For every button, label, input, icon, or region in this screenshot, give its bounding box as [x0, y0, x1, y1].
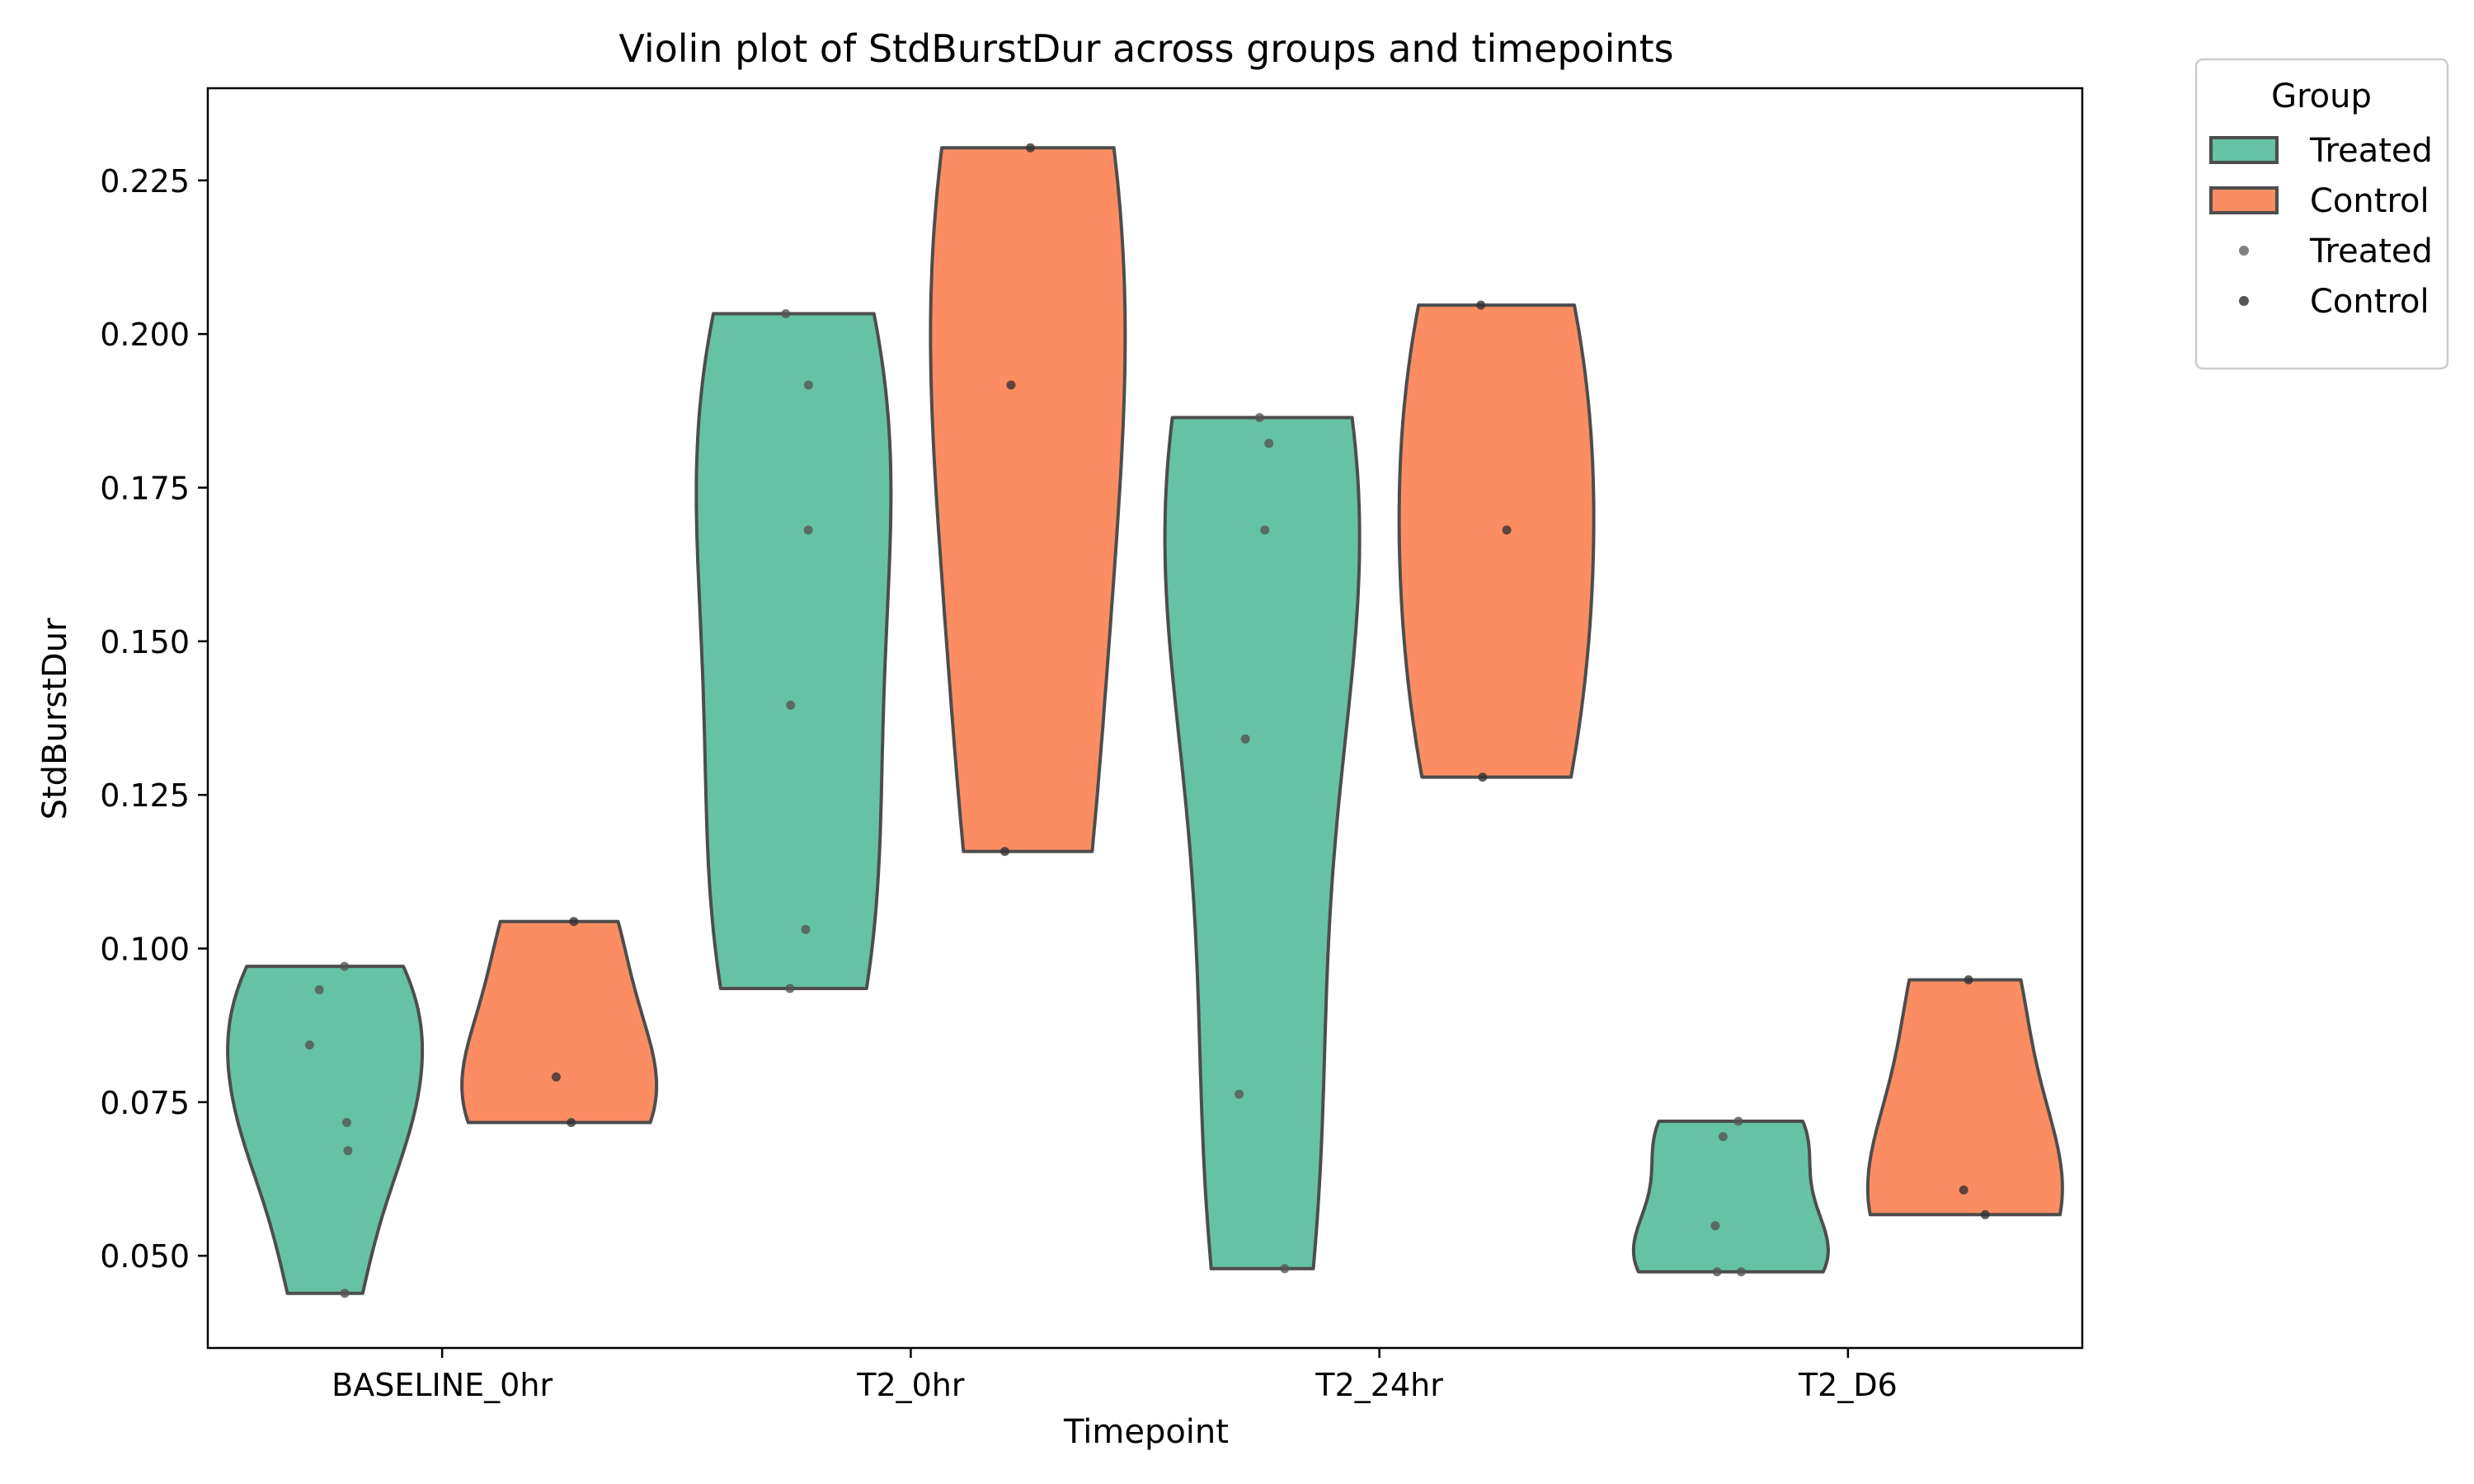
data-point [801, 924, 811, 934]
legend-label: Treated [2309, 232, 2433, 270]
data-point [1235, 1089, 1244, 1099]
data-point [304, 1040, 314, 1050]
data-point [551, 1072, 561, 1082]
x-tick-label: BASELINE_0hr [332, 1367, 553, 1403]
data-point [1254, 413, 1264, 422]
data-point [567, 1118, 576, 1127]
data-point [786, 700, 796, 710]
data-point [340, 961, 350, 971]
violin-body [226, 965, 425, 1295]
data-point [1006, 380, 1016, 390]
data-point [1964, 975, 1973, 984]
violin-body [1397, 303, 1596, 779]
data-point [1280, 1264, 1290, 1274]
data-point [1264, 439, 1274, 448]
data-point [803, 525, 813, 535]
violin-body [929, 146, 1127, 853]
data-point [1260, 525, 1270, 535]
violin-body [1163, 416, 1362, 1270]
legend-title: Group [2271, 77, 2372, 115]
x-axis-label: Timepoint [1063, 1413, 1229, 1451]
y-tick-label: 0.050 [100, 1238, 190, 1275]
x-tick-label: T2_D6 [1798, 1367, 1898, 1403]
data-point [785, 984, 795, 993]
legend-label: Control [2310, 283, 2429, 321]
y-tick-label: 0.150 [100, 624, 190, 660]
y-tick-label: 0.075 [100, 1085, 190, 1121]
data-point [1502, 525, 1512, 535]
data-point [1240, 734, 1250, 744]
data-point [340, 1289, 350, 1298]
y-tick-label: 0.200 [100, 317, 190, 353]
violin-body [460, 919, 659, 1125]
data-point [569, 917, 579, 927]
violin-body [1865, 978, 2064, 1217]
data-point [803, 380, 813, 390]
y-tick-label: 0.175 [100, 470, 190, 506]
plot-area: 0.050 0.075 0.100 0.125 0.150 0.175 0.200 0.225… [100, 87, 2084, 1403]
data-point [1736, 1267, 1746, 1277]
data-point [1712, 1267, 1722, 1277]
legend-marker [2239, 246, 2249, 256]
y-axis-label: StdBurstDur [36, 618, 74, 819]
data-point [1959, 1185, 1968, 1195]
data-point [999, 847, 1009, 857]
data-point [314, 985, 324, 994]
data-point [342, 1118, 351, 1127]
data-point [343, 1146, 353, 1156]
data-point [1980, 1209, 1990, 1219]
data-point [1718, 1132, 1728, 1142]
legend-label: Treated [2309, 132, 2433, 170]
x-tick-label: T2_0hr [856, 1367, 965, 1403]
data-point [781, 309, 791, 318]
y-tick-label: 0.225 [100, 163, 190, 200]
data-point [1026, 143, 1035, 153]
y-tick-label: 0.100 [100, 932, 190, 968]
x-tick-label: T2_24hr [1315, 1367, 1443, 1403]
legend-swatch [2209, 186, 2279, 214]
data-point [1476, 300, 1486, 310]
legend: Group Treated Control Treated Control [2194, 58, 2449, 370]
legend-label: Control [2310, 182, 2429, 220]
legend-swatch [2209, 136, 2279, 164]
chart-title: Violin plot of StdBurstDur across groups… [618, 26, 1673, 71]
y-tick-label: 0.125 [100, 777, 190, 814]
plot-frame [206, 87, 2084, 1350]
violin-body [1631, 1120, 1830, 1274]
violin-body [694, 312, 893, 990]
legend-marker [2239, 296, 2249, 306]
data-point [1710, 1221, 1720, 1231]
data-point [1478, 773, 1488, 782]
data-point [1733, 1116, 1743, 1126]
